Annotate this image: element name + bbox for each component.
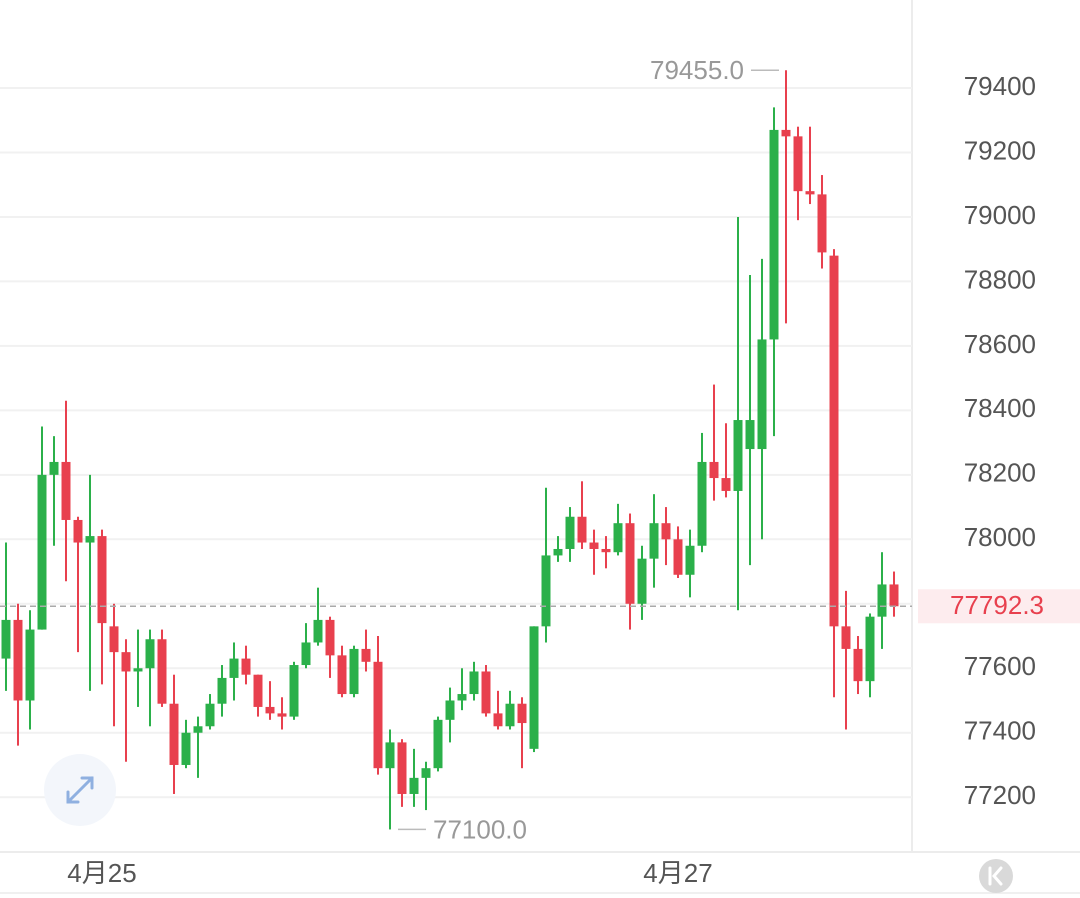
- candle-body: [769, 129, 779, 340]
- candle-body: [349, 648, 359, 695]
- candle-body: [613, 523, 623, 553]
- candle-body: [397, 742, 407, 794]
- candle-body: [865, 616, 875, 682]
- candle-body: [109, 626, 119, 653]
- candle-body: [601, 548, 611, 553]
- y-tick-label: 79200: [964, 135, 1036, 165]
- candle-body: [193, 726, 203, 733]
- candle-body: [97, 536, 107, 624]
- candle-body: [277, 713, 287, 717]
- x-tick-label: 4月27: [643, 858, 712, 888]
- expand-button[interactable]: [44, 754, 116, 826]
- candle-body: [217, 677, 227, 704]
- candle-body: [61, 461, 71, 520]
- candle-body: [73, 519, 83, 543]
- y-tick-label: 78200: [964, 458, 1036, 488]
- candle-body: [685, 545, 695, 575]
- y-tick-label: 78600: [964, 329, 1036, 359]
- candle-body: [457, 694, 467, 701]
- candle-body: [205, 703, 215, 727]
- candle-body: [505, 703, 515, 727]
- candle-body: [649, 523, 659, 559]
- candle-body: [421, 768, 431, 778]
- y-tick-label: 77600: [964, 651, 1036, 681]
- candle-body: [793, 136, 803, 192]
- y-tick-label: 79000: [964, 200, 1036, 230]
- candle-body: [229, 658, 239, 678]
- candle-body: [433, 719, 443, 769]
- candle-body: [565, 516, 575, 549]
- candle-body: [853, 648, 863, 682]
- candle-body: [169, 703, 179, 765]
- y-tick-label: 78400: [964, 393, 1036, 423]
- candle-body: [121, 652, 131, 672]
- candle-body: [745, 420, 755, 450]
- candle-body: [265, 706, 275, 714]
- candle-body: [661, 523, 671, 540]
- candle-body: [133, 668, 143, 672]
- candle-body: [253, 674, 263, 707]
- candle-body: [709, 461, 719, 479]
- candle-body: [553, 548, 563, 556]
- candle-body: [145, 639, 155, 669]
- candle-body: [517, 703, 527, 724]
- candle-body: [85, 536, 95, 543]
- candle-body: [289, 665, 299, 717]
- candle-body: [337, 655, 347, 695]
- candle-body: [493, 713, 503, 727]
- candle-body: [673, 539, 683, 575]
- candle-body: [889, 584, 899, 607]
- candle-body: [529, 626, 539, 749]
- scroll-latest-button[interactable]: [979, 859, 1013, 893]
- candle-body: [757, 339, 767, 450]
- candle-body: [37, 474, 47, 630]
- candle-body: [361, 648, 371, 662]
- candle-body: [241, 658, 251, 675]
- candle-body: [325, 619, 335, 656]
- candle-body: [733, 420, 743, 491]
- candle-body: [49, 461, 59, 475]
- candle-body: [313, 619, 323, 643]
- candle-body: [301, 642, 311, 666]
- candle-body: [481, 671, 491, 714]
- last-price-label: 77792.3: [950, 590, 1044, 620]
- candle-body: [577, 516, 587, 543]
- candle-body: [541, 555, 551, 627]
- last-price-badge: [918, 589, 1080, 624]
- y-tick-label: 79400: [964, 71, 1036, 101]
- candle-body: [625, 523, 635, 604]
- candle-body: [829, 255, 839, 627]
- candle-body: [1, 619, 11, 659]
- x-tick-label: 4月25: [67, 858, 136, 888]
- y-tick-label: 77200: [964, 780, 1036, 810]
- candle-body: [721, 478, 731, 491]
- candle-body: [157, 639, 167, 704]
- candle-body: [373, 661, 383, 769]
- y-tick-label: 78000: [964, 522, 1036, 552]
- candle-body: [781, 129, 791, 137]
- overlay: 77792.3 79455.0 77100.0: [0, 55, 1080, 844]
- y-tick-label: 78800: [964, 264, 1036, 294]
- min-label: 77100.0: [433, 814, 527, 844]
- candle-body: [697, 461, 707, 546]
- candle-body: [817, 194, 827, 253]
- candle-body: [805, 191, 815, 195]
- candle-body: [841, 626, 851, 649]
- candle-body: [637, 558, 647, 604]
- max-label: 79455.0: [650, 55, 744, 85]
- candle-body: [469, 671, 479, 695]
- candle-body: [25, 629, 35, 701]
- candle-body: [13, 619, 23, 701]
- y-tick-label: 77400: [964, 716, 1036, 746]
- candles: 4月25 4月27: [1, 70, 899, 888]
- candle-body: [445, 700, 455, 720]
- candle-body: [385, 742, 395, 769]
- candle-body: [877, 584, 887, 617]
- candle-body: [181, 732, 191, 765]
- candle-body: [409, 777, 419, 794]
- candle-body: [589, 542, 599, 549]
